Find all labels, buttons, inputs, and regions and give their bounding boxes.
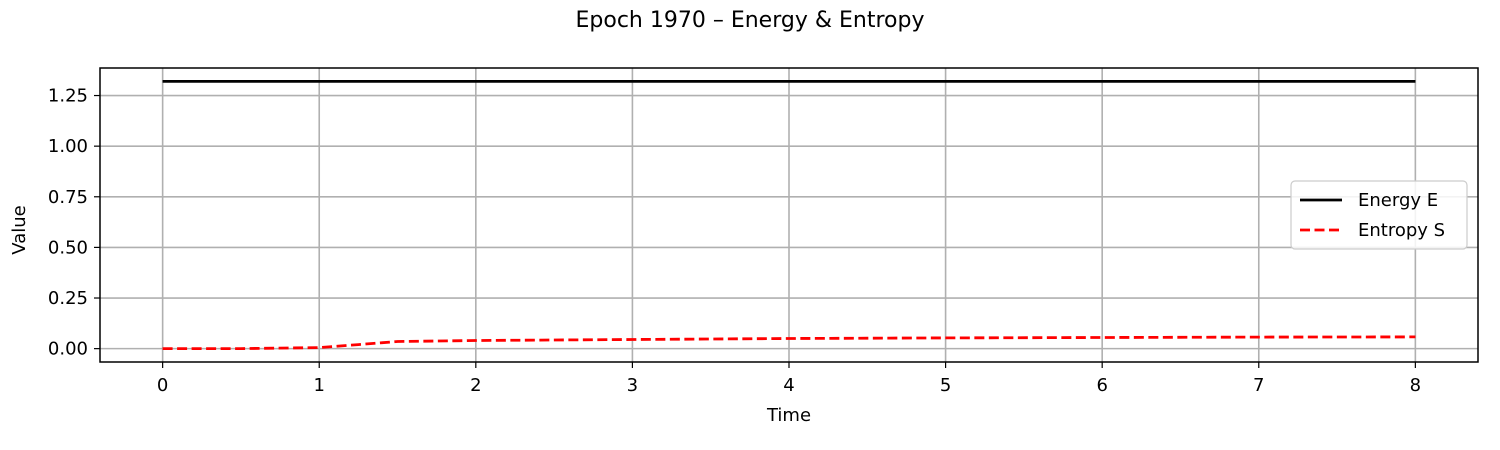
- x-tick-label: 5: [940, 375, 951, 396]
- y-axis-label: Value: [9, 205, 30, 254]
- y-tick-label: 1.00: [48, 136, 88, 157]
- y-tick-label: 0.50: [48, 237, 88, 258]
- x-tick-label: 8: [1410, 375, 1421, 396]
- x-tick-label: 1: [314, 375, 325, 396]
- y-tick-label: 0.75: [48, 187, 88, 208]
- x-tick-label: 6: [1096, 375, 1107, 396]
- x-tick-label: 7: [1253, 375, 1264, 396]
- legend: Energy E Entropy S: [1290, 180, 1468, 250]
- x-tick-label: 4: [783, 375, 794, 396]
- x-axis-label: Time: [766, 405, 811, 426]
- series-layer: [162, 80, 1416, 351]
- y-tick-label: 0.00: [48, 339, 88, 360]
- x-axis: 0 1 2 3 4 5 6 7 8: [157, 362, 1421, 396]
- x-tick-label: 3: [627, 375, 638, 396]
- x-tick-label: 2: [470, 375, 481, 396]
- series-line-entropy-s: [162, 335, 1416, 351]
- x-tick-label: 0: [157, 375, 168, 396]
- y-tick-label: 0.25: [48, 288, 88, 309]
- legend-box: [1290, 180, 1468, 250]
- chart-title: Epoch 1970 – Energy & Entropy: [576, 8, 925, 33]
- y-tick-label: 1.25: [48, 86, 88, 107]
- legend-label: Energy E: [1358, 190, 1438, 211]
- grid: [100, 68, 1478, 362]
- y-axis: 0.00 0.25 0.50 0.75 1.00 1.25: [48, 86, 100, 360]
- legend-label: Entropy S: [1358, 220, 1445, 241]
